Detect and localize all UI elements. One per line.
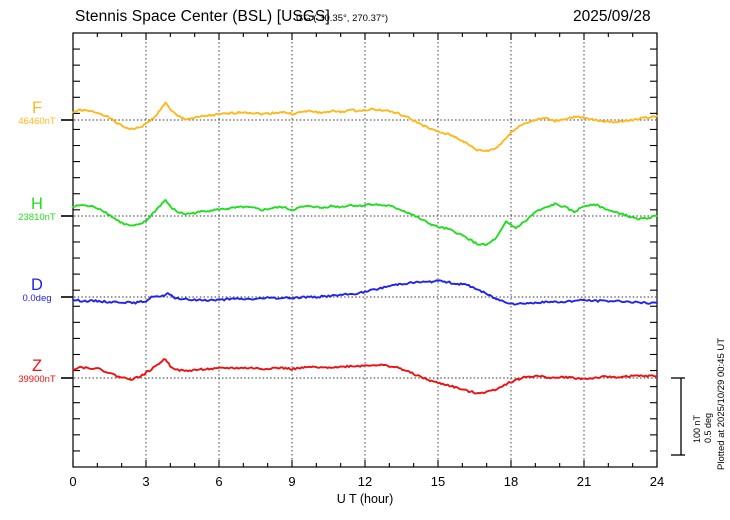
trace-label-d-value: 0.0deg (22, 293, 52, 304)
plotted-at-label: Plotted at 2025/10/29 00:45 UT (716, 337, 727, 470)
scale-bar-nt-label: 100 nT (692, 414, 702, 443)
trace-label-f-name: F (31, 99, 43, 117)
trace-label-h: H 23810nT (8, 195, 66, 224)
x-tick-label-12: 12 (358, 474, 372, 489)
x-tick-label-15: 15 (431, 474, 445, 489)
trace-label-z-value: 39900nT (18, 374, 56, 385)
observation-date: 2025/09/28 (573, 8, 651, 25)
coord-values-label: ( 30.35°, 270.37°) (313, 13, 389, 24)
trace-label-f: F 46460nT (8, 99, 66, 128)
x-axis-title: U T (hour) (336, 492, 394, 506)
trace-h (72, 198, 658, 247)
trace-f (72, 101, 658, 153)
trace-d (72, 279, 658, 306)
trace-label-h-value: 23810nT (18, 212, 56, 223)
trace-label-d: D 0.0deg (8, 276, 66, 305)
x-tick-label-0: 0 (69, 474, 76, 489)
scale-bar-deg-label: 0.5 deg (703, 412, 713, 443)
x-tick-label-21: 21 (577, 474, 591, 489)
trace-z (72, 358, 658, 395)
trace-label-z-name: Z (31, 357, 43, 375)
trace-label-h-name: H (31, 195, 43, 213)
station-title: Stennis Space Center (BSL) [USGS] (75, 8, 330, 25)
x-tick-label-24: 24 (650, 474, 664, 489)
trace-label-f-value: 46460nT (18, 116, 56, 127)
coordinates-label: GG ( 30.35°, 270.37°) (296, 13, 388, 24)
x-tick-label-3: 3 (142, 474, 149, 489)
x-tick-label-9: 9 (288, 474, 295, 489)
trace-label-d-name: D (31, 276, 43, 294)
coord-system-label: GG (296, 13, 311, 24)
x-tick-label-6: 6 (215, 474, 222, 489)
trace-label-z: Z 39900nT (8, 357, 66, 386)
x-tick-label-18: 18 (504, 474, 518, 489)
